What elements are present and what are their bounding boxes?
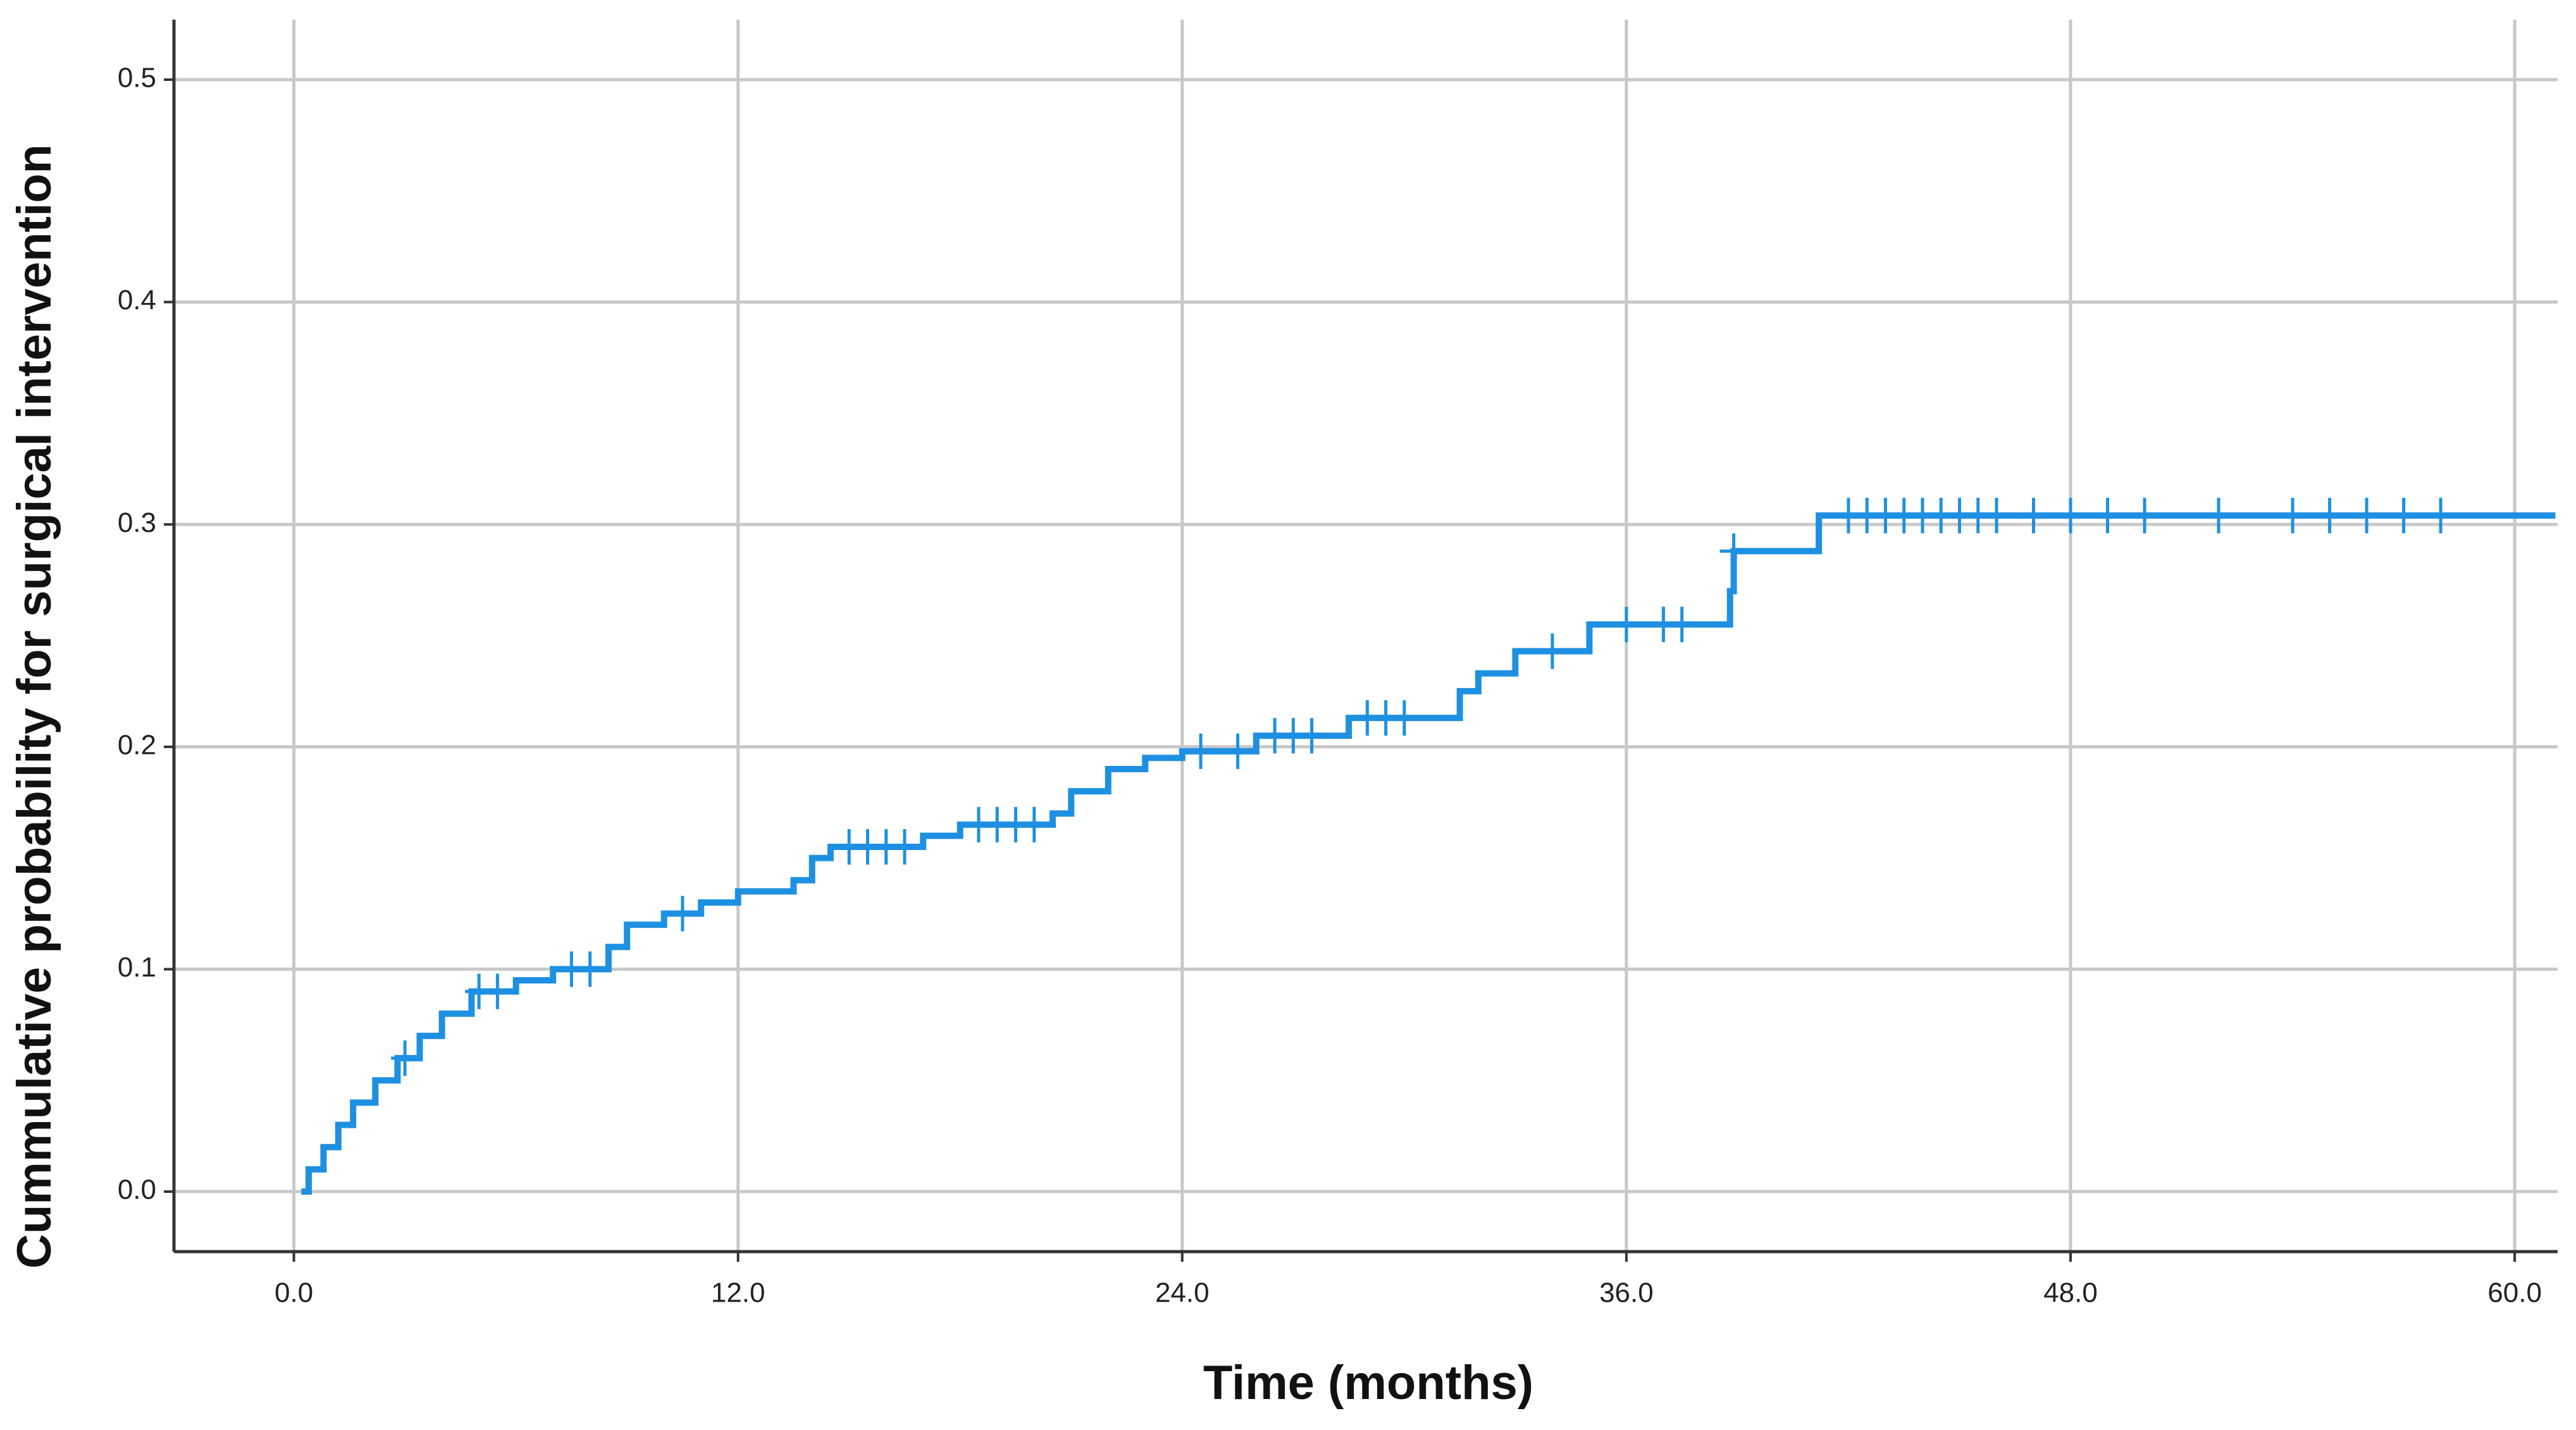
censor-mark [1612, 607, 1640, 643]
censor-mark [1297, 718, 1326, 754]
censor-mark [2389, 498, 2418, 534]
censor-mark [2205, 498, 2233, 534]
y-axis-title: Cummulative probability for surgical int… [8, 144, 61, 1269]
censor-mark [1187, 733, 1215, 769]
survival-line [301, 512, 2556, 1195]
censor-mark [576, 951, 604, 987]
y-tick-label: 0.4 [118, 285, 156, 316]
censor-mark [1538, 633, 1566, 669]
x-tick-label: 36.0 [1599, 1278, 1654, 1309]
censor-mark [1983, 498, 2010, 534]
censor-mark [2427, 498, 2455, 534]
x-tick-label: 12.0 [711, 1278, 765, 1309]
censor-mark [2057, 498, 2085, 534]
y-tick-label: 0.1 [118, 952, 156, 983]
y-tick-label: 0.0 [118, 1174, 156, 1205]
x-tick-label: 0.0 [275, 1278, 313, 1309]
censor-mark [1668, 607, 1696, 643]
censor-mark [1390, 700, 1418, 736]
x-tick-label: 60.0 [2487, 1278, 2542, 1309]
censor-mark [890, 829, 919, 865]
censor-mark [2093, 498, 2122, 534]
y-tick-label: 0.3 [118, 507, 156, 538]
y-tick-label: 0.2 [118, 729, 156, 760]
censor-mark [2353, 498, 2381, 534]
censor-mark [2279, 498, 2307, 534]
censor-mark [2019, 498, 2048, 534]
censor-mark [391, 1040, 419, 1076]
x-tick-label: 24.0 [1155, 1278, 1210, 1309]
censor-mark [2315, 498, 2344, 534]
censor-mark [483, 973, 512, 1009]
censor-mark [2131, 498, 2159, 534]
censor-mark [1020, 806, 1048, 842]
x-tick-label: 48.0 [2043, 1278, 2098, 1309]
censor-mark [1719, 533, 1748, 569]
censor-mark [668, 896, 697, 932]
x-axis-title: Time (months) [1203, 1356, 1533, 1410]
y-tick-label: 0.5 [118, 63, 156, 94]
censor-mark [1223, 733, 1252, 769]
